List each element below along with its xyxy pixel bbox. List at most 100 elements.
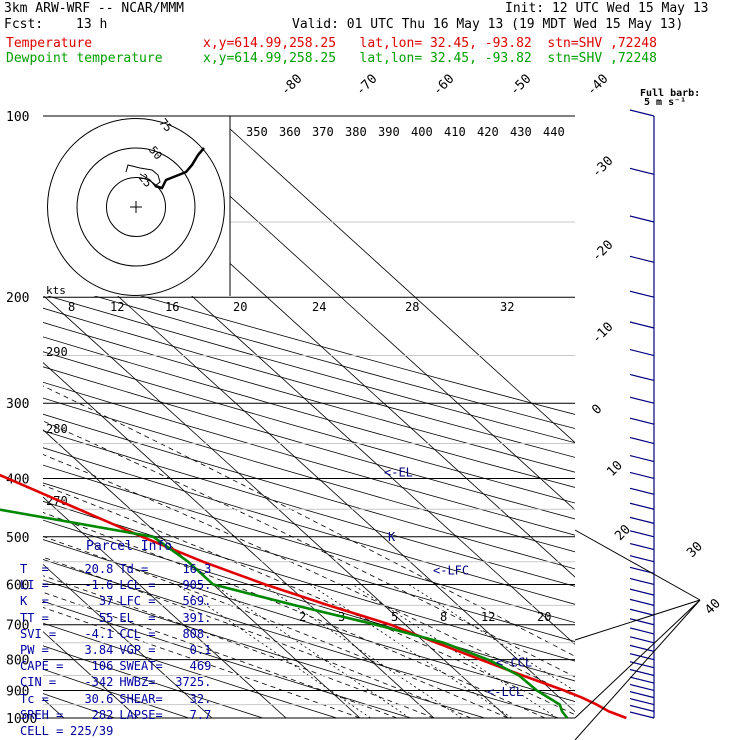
parcel-info-key: K = [20,594,49,609]
parcel-level-marker: <-CCL [496,655,532,669]
wind-barb [629,542,655,551]
wind-barb [629,290,655,298]
theta-e-label: 360 [279,125,301,139]
dry-adiabat-line [43,482,575,643]
mixing-ratio-label: 2 [299,610,306,624]
parcel-level-marker: <-LCL [487,685,523,699]
isotherm-label: 10 [604,458,626,480]
dry-adiabat-line [43,668,190,718]
parcel-info-value: 225/39 [70,724,114,739]
parcel-info-row: PW = 3.84 VGP = 0.1 [20,642,211,658]
theta-e-label: 440 [543,125,565,139]
isotherm-label: -50 [507,72,534,99]
dry-adiabat-line [43,622,339,718]
wind-barb [629,698,655,706]
parcel-info-value: 32. [189,691,212,706]
parcel-info-key [113,723,167,739]
theta-e-label: 370 [312,125,334,139]
moist-adiabat-line [43,591,398,718]
wind-barb [629,588,655,596]
dry-adiabat-line [43,351,575,504]
upper-mixing-label: 12 [110,300,124,314]
isotherm-label: -60 [430,72,457,99]
isotherm-label: -80 [278,72,305,99]
parcel-info-key: CIN = [20,675,57,690]
model-title: 3km ARW-WRF -- NCAR/MMM [4,1,185,16]
parcel-info-table: T = 20.8 Td = 16.3 LI = -1.6 LCL = 905. K = 37 LFC… [20,561,211,739]
parcel-info-value: 569. [182,594,212,609]
wind-barb [629,215,655,223]
wind-barb [629,704,655,712]
hodograph-ring [106,177,166,237]
theta-e-label: 390 [378,125,400,139]
wind-barb [629,321,655,329]
isotherm-line [43,563,213,718]
parcel-info-row: CIN = -342 HWBZ= 3725. [20,674,211,690]
parcel-info-value: 106 [91,659,114,674]
dry-adiabat-line [43,539,575,702]
grid-edge-line [574,599,701,740]
hodograph-ring [47,118,225,296]
parcel-info-value: 808. [182,626,212,641]
dewpoint-profile-line [0,508,569,719]
dewpoint-legend-info: x,y=614.99,258.25 lat,lon= 32.45, -93.82… [203,51,657,66]
isotherm-label: -20 [589,238,616,265]
wind-barb [629,454,655,463]
mixing-ratio-line [352,584,558,718]
isotherm-line [43,294,509,718]
parcel-info-key: Td = [119,562,149,576]
temperature-profile-line [0,473,627,720]
wind-barb [629,598,655,606]
parcel-info-value: 3725. [175,675,212,690]
mixing-ratio-line [408,584,575,692]
theta-e-label: 430 [510,125,532,139]
parcel-info-value: -342 [84,675,114,690]
parcel-info-value: 391. [182,610,212,625]
parcel-info-row: LI = -1.6 LCL = 905. [20,577,211,593]
wind-barb [629,530,655,538]
barb-legend-units: 5 m s⁻¹ [644,97,686,108]
moist-adiabat-line [43,512,546,718]
upper-mixing-label: 8 [68,300,75,314]
isotherm-label: 0 [589,402,605,418]
dry-adiabat-line [43,267,575,415]
init-time: Init: 12 UTC Wed 15 May 13 [505,1,709,16]
dry-adiabat-line [43,600,413,718]
barb-legend-title: Full barb: [640,88,700,99]
pressure-tick-label: 1000 [6,712,37,727]
forecast-label: Fcst: [4,17,44,32]
hodograph-kts-label: kts [46,284,66,297]
parcel-info-key: LI = [20,578,49,593]
wind-barb [629,711,655,719]
upper-mixing-label: 20 [233,300,247,314]
theta-label: 290 [46,345,68,359]
wind-barb [629,555,655,563]
grid-edge-line [574,529,701,601]
parcel-info-value: 7.7 [189,707,212,722]
pressure-tick-label: 600 [6,578,29,593]
parcel-info-key: SREH = [20,707,64,722]
wind-barb [629,636,655,644]
parcel-info-row: CAPE = 106 SWEAT= 469 [20,658,211,674]
parcel-info-key: CAPE = [20,659,64,674]
wind-barb [629,676,655,684]
pressure-tick-label: 100 [6,110,29,125]
dry-adiabat-line [43,430,575,587]
parcel-info-value: 20.8 [84,562,114,576]
isotherm-label: -70 [353,72,380,99]
isotherm-label: 30 [684,539,706,561]
wind-barb [629,167,655,175]
wind-barb [629,255,655,263]
parcel-info-key: VGP = [119,643,156,658]
isotherm-line [43,429,361,718]
isotherm-line [141,116,575,511]
mixing-ratio-label: 20 [537,610,551,624]
pressure-tick-label: 800 [6,654,29,669]
pressure-tick-label: 500 [6,531,29,546]
pressure-tick-label: 200 [6,291,29,306]
parcel-info-key: SVI = [20,626,57,641]
parcel-info-key: Tc = [20,691,49,706]
parcel-info-key: T = [20,562,49,576]
parcel-info-row: CELL = 225/39 [20,723,211,739]
